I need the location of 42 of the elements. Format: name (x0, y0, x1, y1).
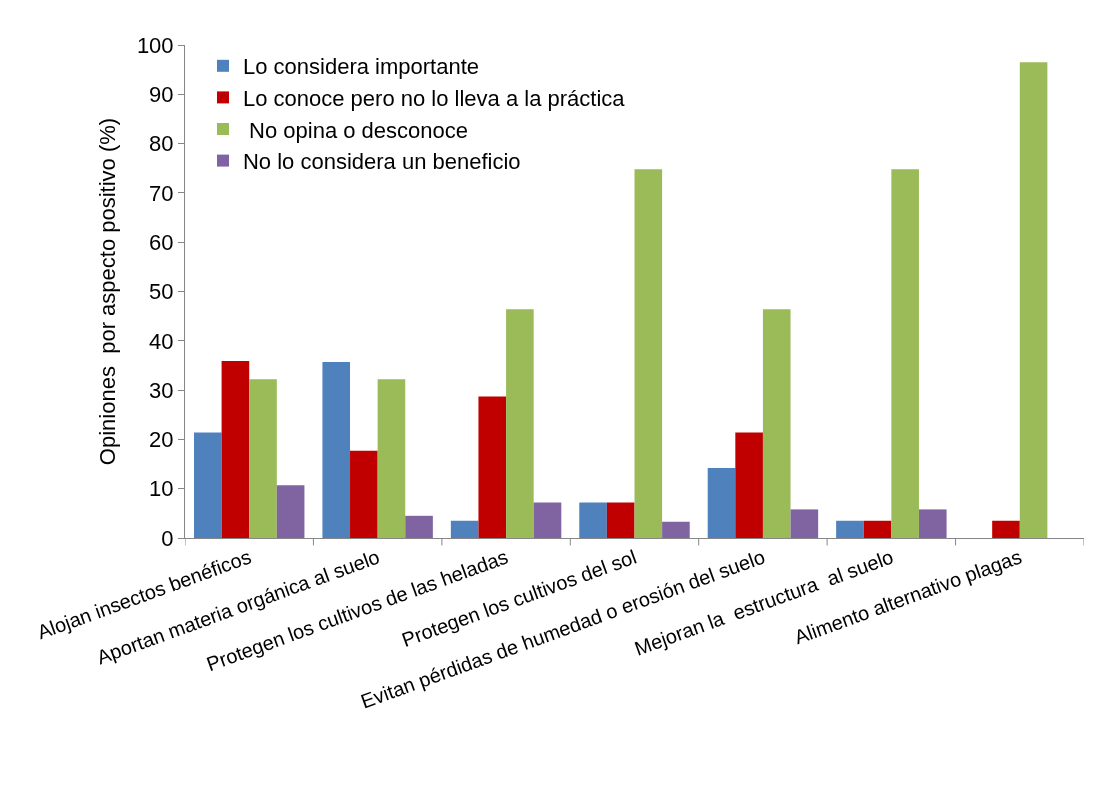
bar (249, 379, 277, 538)
legend-label: Lo considera importante (242, 54, 480, 80)
y-tick-label: 90 (149, 82, 174, 107)
bar (606, 502, 635, 538)
y-tick-label: 80 (149, 131, 174, 157)
bar (707, 467, 736, 538)
legend-label: No lo considera un beneficio (242, 149, 521, 175)
bar (322, 362, 351, 538)
y-tick-label: 50 (149, 279, 174, 305)
bar (992, 520, 1020, 538)
bar (405, 515, 433, 538)
legend-label: Lo conoce pero no lo lleva a la práctica (242, 85, 626, 111)
y-axis-title: Opiniones por aspecto positivo (%) (94, 117, 120, 466)
bar (533, 502, 562, 538)
y-tick-label: 0 (161, 525, 174, 551)
y-tick-label: 100 (136, 32, 174, 58)
bar (506, 309, 534, 538)
legend-label: No opina o desconoce (242, 117, 469, 143)
bar (891, 169, 919, 538)
bar (350, 450, 378, 538)
bar (634, 169, 663, 538)
y-tick-label: 70 (149, 180, 174, 206)
bar (735, 432, 763, 538)
bar (377, 379, 406, 538)
bar (836, 520, 864, 538)
bar (762, 309, 791, 538)
y-tick-label: 20 (149, 427, 174, 453)
bar (193, 432, 222, 538)
bar (918, 509, 947, 538)
bar (478, 396, 507, 538)
bar (1019, 62, 1048, 538)
y-tick-label: 40 (149, 328, 174, 354)
bar (450, 520, 479, 538)
y-tick-label: 60 (149, 229, 174, 255)
y-tick-label: 10 (149, 476, 174, 502)
bar (790, 509, 819, 538)
bar (662, 521, 690, 538)
bar (276, 485, 305, 538)
bar (863, 520, 892, 538)
bar (579, 502, 607, 538)
y-tick-label: 30 (149, 377, 174, 403)
bar (221, 361, 250, 538)
